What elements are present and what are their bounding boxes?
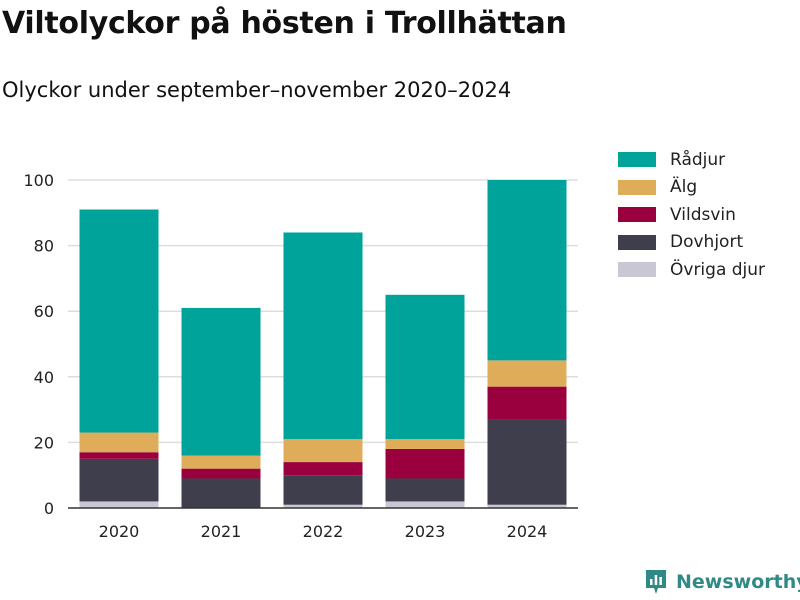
legend-label: Rådjur xyxy=(670,149,726,170)
legend-item: Älg xyxy=(618,174,765,202)
x-tick-label: 2020 xyxy=(99,522,140,541)
y-tick-label: 100 xyxy=(23,171,54,190)
bar-segment xyxy=(283,504,363,508)
legend-swatch xyxy=(618,179,656,195)
y-tick-label: 40 xyxy=(34,368,54,387)
bars xyxy=(79,180,567,508)
legend-swatch xyxy=(618,152,656,168)
legend-swatch xyxy=(618,234,656,250)
bar-segment xyxy=(487,419,567,505)
bar-segment xyxy=(487,386,567,420)
bar-segment xyxy=(79,458,159,502)
bar-segment xyxy=(487,504,567,508)
bar-segment xyxy=(181,468,261,479)
bar-segment xyxy=(283,462,363,476)
x-tick-label: 2024 xyxy=(507,522,548,541)
y-tick-label: 20 xyxy=(34,433,54,452)
y-tick-label: 60 xyxy=(34,302,54,321)
y-tick-label: 0 xyxy=(44,499,54,518)
legend-label: Vildsvin xyxy=(670,204,736,225)
bar-segment xyxy=(283,232,363,440)
bar-segment xyxy=(181,455,261,469)
legend-item: Rådjur xyxy=(618,146,765,174)
legend-item: Vildsvin xyxy=(618,201,765,229)
chart-title: Viltolyckor på hösten i Trollhättan xyxy=(2,6,567,41)
brand-logo: Newsworthy xyxy=(644,568,800,596)
bar-segment xyxy=(79,432,159,453)
bar-segment xyxy=(283,439,363,463)
legend-label: Dovhjort xyxy=(670,232,744,253)
brand-name: Newsworthy xyxy=(676,571,800,593)
bar-segment xyxy=(181,478,261,508)
newsworthy-chart-logo-icon xyxy=(646,570,666,594)
x-tick-label: 2021 xyxy=(201,522,242,541)
y-tick-label: 80 xyxy=(34,237,54,256)
bar-segment xyxy=(385,448,465,479)
legend: Rådjur Älg Vildsvin Dovhjort Övriga djur xyxy=(618,146,765,284)
bar-segment xyxy=(79,452,159,459)
x-tick-label: 2022 xyxy=(303,522,344,541)
legend-swatch xyxy=(618,207,656,223)
legend-item: Dovhjort xyxy=(618,229,765,257)
bar-segment xyxy=(385,478,465,502)
bar-segment xyxy=(181,307,261,456)
bar-segment xyxy=(79,501,159,508)
bar-segment xyxy=(79,209,159,433)
bar-segment xyxy=(385,439,465,449)
legend-item: Övriga djur xyxy=(618,256,765,284)
bar-segment xyxy=(487,180,567,361)
legend-label: Älg xyxy=(670,177,698,198)
x-tick-label: 2023 xyxy=(405,522,446,541)
y-axis-tick-labels: 0 20 40 60 80 100 xyxy=(23,171,54,518)
legend-label: Övriga djur xyxy=(670,259,766,280)
legend-swatch xyxy=(618,262,656,278)
chart-subtitle: Olyckor under september–november 2020–20… xyxy=(2,78,512,102)
x-axis-tick-labels: 2020 2021 2022 2023 2024 xyxy=(99,522,548,541)
bar-segment xyxy=(385,501,465,508)
bar-segment xyxy=(283,475,363,505)
bar-segment xyxy=(487,360,567,387)
bar-segment xyxy=(385,294,465,440)
